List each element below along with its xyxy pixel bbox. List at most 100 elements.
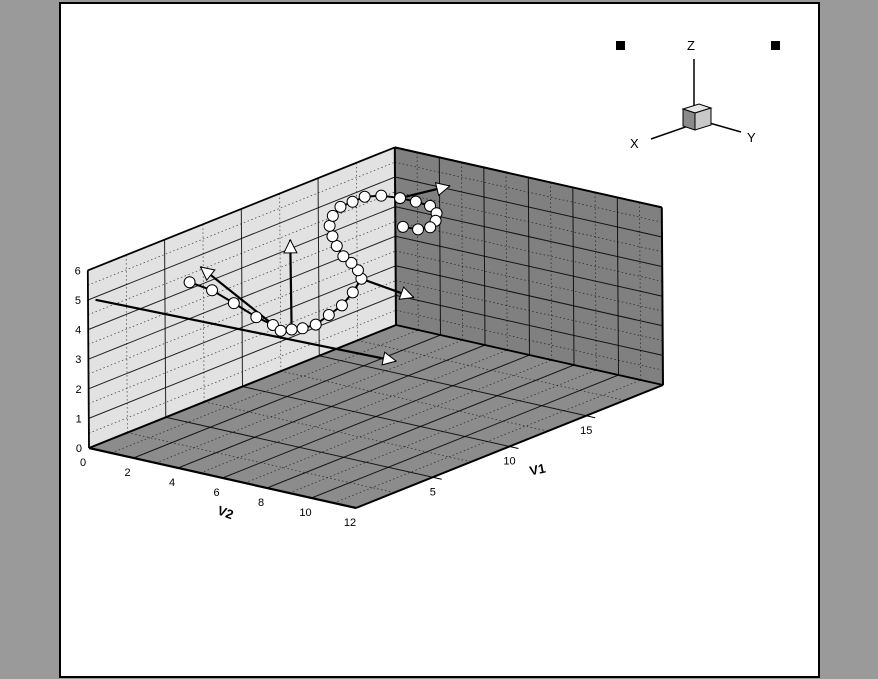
x-tick-label: 15 [580,425,592,437]
edge-z-right [660,207,664,386]
data-point [227,297,240,310]
right-wall-grid-z [395,250,663,312]
data-point [346,286,359,299]
vector-shaft [199,266,282,332]
axis-labels: V1 V2 [215,460,546,522]
floor-grid-y [289,369,597,494]
vector-arrowhead [434,182,451,197]
data-point [412,223,425,236]
edge-z-left [86,270,90,449]
y-tick-label: 0 [80,457,86,469]
y-tick-label: 4 [169,477,175,489]
data-point [346,195,359,208]
floor-grid-y [200,349,508,474]
data-point [285,323,298,336]
right-wall-grid-z [395,235,663,297]
data-point [326,230,339,243]
edge-x-top [87,146,396,272]
triad-marker-left [616,41,625,50]
plot-frame: 0 1 2 3 4 5 6 0 2 4 6 8 10 12 5 10 15 V1 V2 Z X Y [59,2,820,678]
axis-walls [87,147,663,508]
triad-cube-left [682,108,696,131]
right-wall-grid-z [395,221,663,282]
floor-grid-y [311,374,619,499]
z-tick-label: 3 [75,354,81,366]
left-wall-grid-z [88,221,396,345]
floor-grid-y [333,379,641,504]
z-tick-label: 6 [75,265,81,277]
y-tick-label: 2 [124,467,130,479]
vector-shaft [95,298,397,363]
data-point [358,190,371,203]
left-wall-grid-z [87,191,396,316]
triad-x-label: X [630,136,639,151]
triad-marker-right [771,41,780,50]
data-point [296,322,309,335]
data-point [250,311,263,324]
x-axis-label: V1 [528,460,547,478]
edge-y-top [394,146,663,209]
left-wall-grid-z [87,176,396,301]
y-axis-label: V2 [215,503,235,523]
right-wall-grid-z [395,265,663,327]
data-point [375,189,388,202]
edge-x-back [88,324,397,449]
data-point [274,324,287,337]
z-tick-label: 2 [75,384,81,396]
z-tick-label: 1 [76,413,82,425]
vector-arrowhead [283,238,298,254]
z-tick-label: 4 [75,325,81,337]
left-wall-grid-z [88,265,396,390]
floor-grid-y [244,359,552,484]
vector-arrowhead [199,266,216,282]
y-tick-label: 10 [299,507,311,519]
edge-y-back [395,324,664,386]
y-tick-label: 8 [258,497,264,509]
x-tick-label: 5 [430,486,436,498]
x-tick-mark [586,415,596,419]
floor-grid-y [111,329,419,454]
left-wall-grid-z [87,161,396,286]
left-wall-grid-z [88,280,396,404]
x-tick-mark [432,476,442,480]
right-wall-grid-z [395,280,663,341]
right-wall-grid-z [395,309,663,371]
data-point [309,318,322,331]
right-wall-grid-z [395,294,663,356]
data-point [409,195,422,208]
data-point [322,309,335,322]
triad-cube-right [694,107,712,131]
data-point [206,284,219,297]
edge-y-front [88,446,357,510]
data-point [345,256,358,269]
vector-arrowhead [381,351,398,366]
right-wall-grid-z [394,161,662,223]
x-tick-mark [509,446,519,449]
left-wall-grid-z [88,250,396,375]
data-point [183,276,196,289]
x-tick-label: 10 [503,456,515,468]
data-point [396,220,409,233]
data-point [337,250,350,263]
triad-y-label: Y [747,130,756,145]
left-wall-grid-z [88,309,397,434]
data-point [330,239,343,252]
vector-shaft [289,239,293,330]
y-tick-label: 12 [344,517,356,529]
floor-grid-y [155,339,463,464]
edge-z-corner [393,147,397,326]
floor-grid-y [266,364,575,489]
triad-y-line [705,121,742,133]
floor-grid-y [177,344,486,469]
vector-arrowhead [398,286,415,300]
z-tick-label: 5 [75,295,81,307]
data-point [323,219,336,232]
z-tick-label: 0 [76,443,82,455]
right-wall-grid-z [395,191,663,253]
data-point [335,299,348,312]
data-point [334,200,347,213]
orientation-triad: Z X Y [616,38,780,151]
data-point [394,192,407,205]
